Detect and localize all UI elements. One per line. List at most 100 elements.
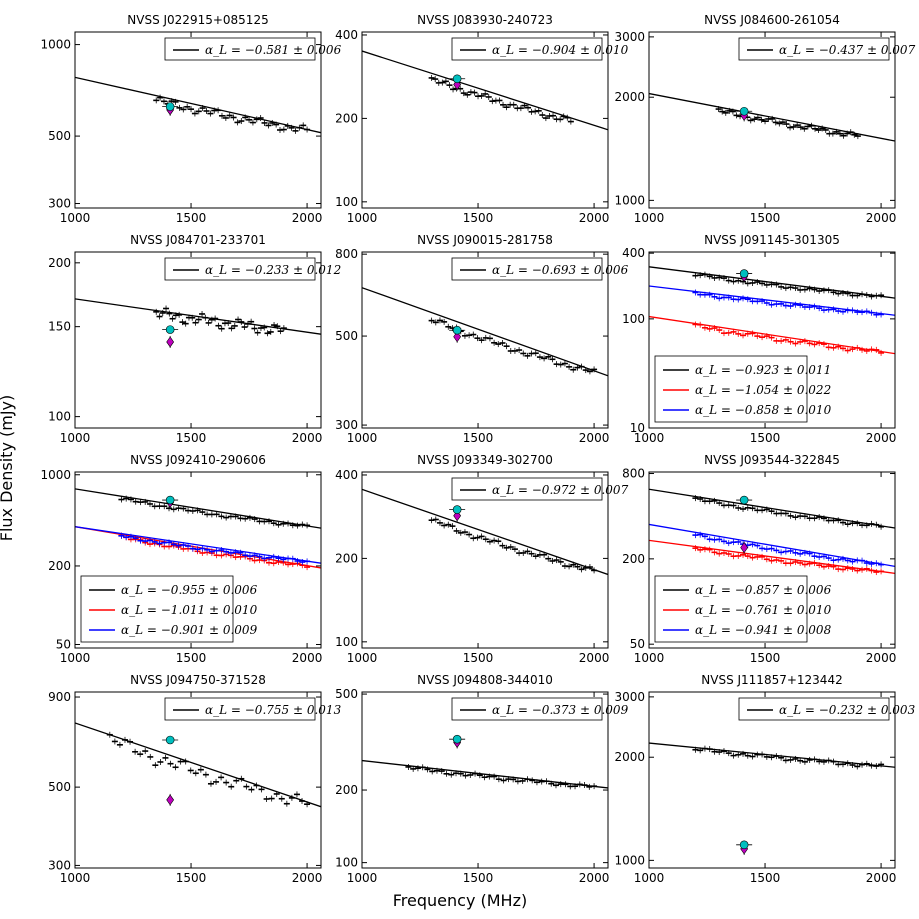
y-tick-label: 2000 <box>614 90 645 104</box>
y-tick-label: 300 <box>335 418 358 432</box>
plot-frame <box>648 31 896 209</box>
y-tick-label: 200 <box>335 111 358 125</box>
legend-box <box>654 575 808 643</box>
circle-marker <box>452 74 462 84</box>
circle-marker <box>165 102 175 111</box>
series-fit-line <box>75 526 321 564</box>
diamond-marker <box>166 794 175 806</box>
legend-box <box>451 257 603 281</box>
chart-title: NVSS J022915+085125 <box>127 13 268 27</box>
x-tick-label: 2000 <box>579 871 610 885</box>
chart-data-group <box>75 488 321 571</box>
y-tick-label: 1000 <box>40 468 71 482</box>
legend-label: α_L = −0.972 ± 0.007 <box>492 483 629 497</box>
y-tick-label: 400 <box>335 468 358 482</box>
y-tick-label: 150 <box>48 320 71 334</box>
plot-frame <box>74 251 322 429</box>
x-tick-label: 1500 <box>750 431 781 445</box>
series-fit-line <box>649 488 895 529</box>
circle-marker <box>452 505 462 514</box>
legend: α_L = −0.232 ± 0.003 <box>738 697 916 721</box>
legend-box <box>451 37 603 61</box>
legend-label: α_L = −0.941 ± 0.008 <box>695 623 832 637</box>
series-fit-line <box>649 285 895 316</box>
legend-label: α_L = −0.232 ± 0.003 <box>779 703 916 717</box>
y-tick-label: 800 <box>622 467 645 481</box>
x-tick-label: 2000 <box>579 211 610 225</box>
x-tick-label: 1500 <box>750 871 781 885</box>
legend-label: α_L = −0.233 ± 0.012 <box>205 263 341 277</box>
y-tick-label: 500 <box>335 329 358 343</box>
x-tick-label: 1000 <box>347 871 378 885</box>
chart-panel: NVSS J022915+085125 1000 1500 2000 300 500 100… <box>40 13 341 225</box>
legend: α_L = −0.923 ± 0.011 α_L = −1.054 ± 0.022… <box>654 355 832 423</box>
x-tick-label: 1500 <box>463 871 494 885</box>
legend-label: α_L = −1.011 ± 0.010 <box>121 603 258 617</box>
series-fit-line <box>75 488 321 529</box>
y-tick-label: 1000 <box>614 193 645 207</box>
x-tick-label: 1000 <box>60 431 91 445</box>
chart-panel: NVSS J094808-344010 1000 1500 2000 100 200 500… <box>335 673 628 885</box>
plot-frame <box>74 471 322 649</box>
panels-group: NVSS J022915+085125 1000 1500 2000 300 500 100… <box>40 13 915 885</box>
chart-data-group <box>362 488 608 576</box>
x-tick-label: 1000 <box>634 211 665 225</box>
chart-panel: NVSS J083930-240723 1000 1500 2000 100 200 400… <box>335 13 628 225</box>
chart-data-group <box>362 734 608 790</box>
y-tick-label: 200 <box>622 552 645 566</box>
legend-label: α_L = −0.955 ± 0.006 <box>121 583 258 597</box>
plot-frame <box>648 691 896 869</box>
series-fit-line <box>362 287 608 377</box>
chart-data-group <box>649 92 895 142</box>
legend-label: α_L = −0.373 ± 0.009 <box>492 703 629 717</box>
x-tick-label: 1500 <box>750 211 781 225</box>
circle-marker <box>165 495 175 505</box>
chart-data-group <box>362 50 608 131</box>
y-tick-label: 500 <box>335 687 358 701</box>
legend-box <box>164 697 316 721</box>
legend-box <box>738 37 890 61</box>
legend-box <box>738 697 890 721</box>
circle-marker <box>452 325 462 335</box>
x-tick-label: 1500 <box>176 651 207 665</box>
y-tick-label: 100 <box>335 195 358 209</box>
x-tick-label: 1000 <box>347 651 378 665</box>
legend-box <box>164 37 316 61</box>
chart-panel: NVSS J090015-281758 1000 1500 2000 300 500 800… <box>335 233 628 445</box>
y-tick-label: 500 <box>48 129 71 143</box>
series-fit-line <box>75 76 321 134</box>
x-tick-label: 1500 <box>176 211 207 225</box>
x-tick-label: 1500 <box>176 871 207 885</box>
x-tick-label: 1500 <box>463 431 494 445</box>
legend: α_L = −0.233 ± 0.012 <box>164 257 341 281</box>
series-fit-line <box>649 742 895 768</box>
y-tick-label: 3000 <box>614 30 645 44</box>
y-tick-label: 100 <box>335 635 358 649</box>
legend-label: α_L = −0.858 ± 0.010 <box>695 403 832 417</box>
y-tick-label: 400 <box>622 246 645 260</box>
y-tick-label: 200 <box>335 783 358 797</box>
chart-title: NVSS J084600-261054 <box>704 13 840 27</box>
diamond-marker <box>453 331 462 343</box>
x-tick-label: 1500 <box>176 431 207 445</box>
legend: α_L = −0.581 ± 0.006 <box>164 37 342 61</box>
plot-frame <box>74 691 322 869</box>
chart-title: NVSS J084701-233701 <box>130 233 266 247</box>
x-tick-label: 2000 <box>292 651 323 665</box>
legend-box <box>654 355 808 423</box>
legend-box <box>451 697 603 721</box>
diamond-marker <box>740 542 749 554</box>
chart-panel: NVSS J111857+123442 1000 1500 2000 1000 2000 3… <box>614 673 915 885</box>
chart-data-group <box>649 266 895 356</box>
chart-panel: NVSS J093349-302700 1000 1500 2000 100 200 400… <box>335 453 628 665</box>
legend-label: α_L = −1.054 ± 0.022 <box>695 383 831 397</box>
chart-title: NVSS J094750-371528 <box>130 673 266 687</box>
x-tick-label: 1000 <box>347 211 378 225</box>
chart-panel: NVSS J084701-233701 1000 1500 2000 100 150 200… <box>48 233 341 445</box>
plot-frame <box>74 31 322 209</box>
x-tick-label: 2000 <box>579 651 610 665</box>
x-tick-label: 2000 <box>579 431 610 445</box>
series-fit-line <box>649 539 895 575</box>
chart-title: NVSS J111857+123442 <box>701 673 842 687</box>
